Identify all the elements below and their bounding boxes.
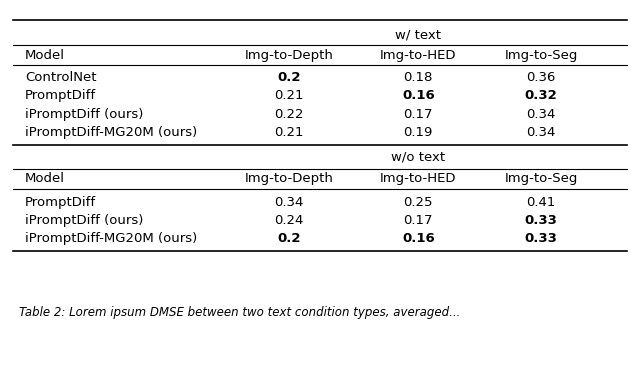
Text: 0.17: 0.17 <box>404 214 433 227</box>
Text: 0.16: 0.16 <box>402 89 435 102</box>
Text: ControlNet: ControlNet <box>25 71 97 84</box>
Text: 0.32: 0.32 <box>525 89 557 102</box>
Text: w/ text: w/ text <box>396 28 442 41</box>
Text: 0.41: 0.41 <box>527 196 556 209</box>
Text: w/o text: w/o text <box>391 151 445 164</box>
Text: 0.34: 0.34 <box>275 196 304 209</box>
Text: 0.17: 0.17 <box>404 108 433 120</box>
Text: 0.2: 0.2 <box>278 232 301 245</box>
Text: Img-to-Depth: Img-to-Depth <box>245 172 333 185</box>
Text: 0.34: 0.34 <box>527 108 556 120</box>
Text: 0.25: 0.25 <box>404 196 433 209</box>
Text: iPromptDiff-MG20M (ours): iPromptDiff-MG20M (ours) <box>25 126 197 138</box>
Text: Img-to-Seg: Img-to-Seg <box>504 172 578 185</box>
Text: Img-to-Seg: Img-to-Seg <box>504 49 578 62</box>
Text: 0.21: 0.21 <box>275 126 304 138</box>
Text: 0.24: 0.24 <box>275 214 304 227</box>
Text: Img-to-HED: Img-to-HED <box>380 172 456 185</box>
Text: 0.16: 0.16 <box>402 232 435 245</box>
Text: 0.33: 0.33 <box>525 214 557 227</box>
Text: iPromptDiff (ours): iPromptDiff (ours) <box>25 108 143 120</box>
Text: 0.34: 0.34 <box>527 126 556 138</box>
Text: iPromptDiff (ours): iPromptDiff (ours) <box>25 214 143 227</box>
Text: 0.2: 0.2 <box>278 71 301 84</box>
Text: Model: Model <box>25 172 65 185</box>
Text: PromptDiff: PromptDiff <box>25 89 96 102</box>
Text: iPromptDiff-MG20M (ours): iPromptDiff-MG20M (ours) <box>25 232 197 245</box>
Text: Img-to-Depth: Img-to-Depth <box>245 49 333 62</box>
Text: Table 2: Lorem ipsum DMSE between two text condition types, averaged...: Table 2: Lorem ipsum DMSE between two te… <box>19 306 460 319</box>
Text: 0.18: 0.18 <box>404 71 433 84</box>
Text: 0.19: 0.19 <box>404 126 433 138</box>
Text: PromptDiff: PromptDiff <box>25 196 96 209</box>
Text: Model: Model <box>25 49 65 62</box>
Text: Img-to-HED: Img-to-HED <box>380 49 456 62</box>
Text: 0.22: 0.22 <box>275 108 304 120</box>
Text: 0.21: 0.21 <box>275 89 304 102</box>
Text: 0.33: 0.33 <box>525 232 557 245</box>
Text: 0.36: 0.36 <box>527 71 556 84</box>
